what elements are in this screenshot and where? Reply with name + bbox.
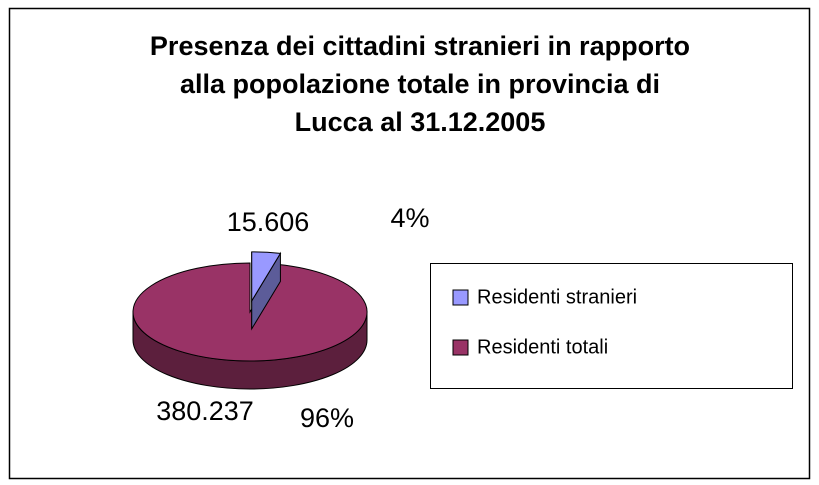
- percentage-label: 4%: [390, 203, 429, 233]
- value-label: 15.606: [227, 207, 310, 237]
- chart-border: [8, 7, 811, 480]
- legend-label: Residenti totali: [477, 336, 608, 358]
- chart-title: Lucca al 31.12.2005: [295, 107, 546, 137]
- legend-label: Residenti stranieri: [477, 286, 637, 308]
- chart-title: Presenza dei cittadini stranieri in rapp…: [150, 31, 690, 61]
- legend-swatch: [452, 339, 469, 356]
- legend-swatch: [452, 289, 469, 306]
- pie-slice: [251, 251, 282, 331]
- pie-slice: [132, 262, 368, 390]
- value-label: 380.237: [156, 396, 254, 426]
- slice-top: [132, 262, 368, 362]
- percentage-label: 96%: [300, 403, 354, 433]
- legend-box: [430, 263, 793, 389]
- chart-title: alla popolazione totale in provincia di: [180, 69, 660, 99]
- slice-top: [251, 251, 282, 303]
